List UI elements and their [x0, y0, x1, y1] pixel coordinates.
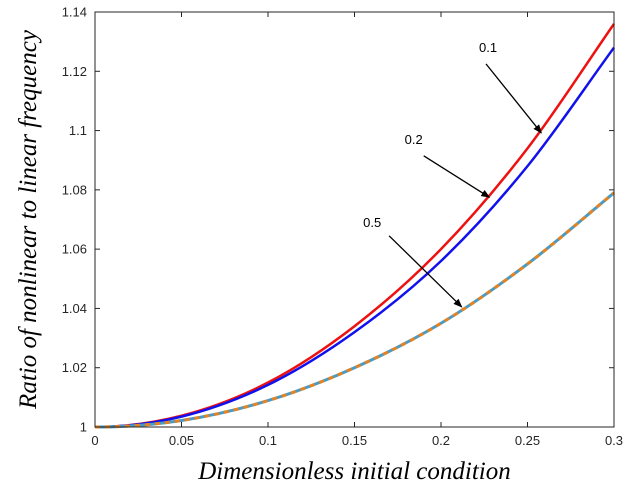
series-line-2-dash — [94, 191, 615, 429]
x-tick-label: 0.15 — [342, 433, 367, 448]
y-tick-label: 1.12 — [62, 64, 87, 79]
annotation-label-0: 0.1 — [479, 40, 497, 55]
y-tick-label: 1.14 — [62, 5, 87, 20]
x-tick-label: 0.1 — [259, 433, 277, 448]
y-tick-label: 1.04 — [62, 301, 87, 316]
annotation-arrow-2 — [388, 235, 463, 308]
x-tick-label: 0.05 — [169, 433, 194, 448]
y-tick-label: 1.08 — [62, 182, 87, 197]
x-tick-label: 0.3 — [605, 433, 623, 448]
x-axis-label: Dimensionless initial condition — [197, 458, 511, 485]
annotation-label-1: 0.2 — [405, 132, 423, 147]
annotation-label-2: 0.5 — [363, 215, 381, 230]
series-layer — [94, 23, 616, 429]
y-axis-label: Ratio of nonlinear to linear frequency — [15, 29, 42, 410]
annotation-arrow-0 — [485, 63, 542, 134]
x-tick-label: 0 — [91, 433, 98, 448]
x-tick-label: 0.2 — [432, 433, 450, 448]
y-tick-label: 1.02 — [62, 360, 87, 375]
annotation-arrow-1 — [423, 155, 491, 198]
x-tick-label: 0.25 — [515, 433, 540, 448]
tick-layer: 0 0.05 0.1 0.15 0.2 0.25 0.3 1 1.02 1.04 1.06 1.08 1… — [62, 5, 623, 449]
annotation-layer: 0.1 0.2 0.5 — [363, 40, 542, 308]
y-tick-label: 1.06 — [62, 242, 87, 257]
y-tick-label: 1.1 — [69, 123, 87, 138]
plot-area — [95, 12, 614, 427]
series-line-1 — [94, 46, 616, 429]
y-tick-label: 1 — [80, 420, 87, 435]
